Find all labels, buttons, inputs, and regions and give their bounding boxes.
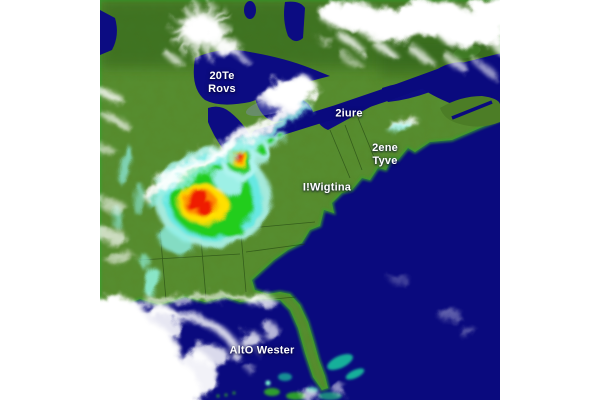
map-label-northeast: 2iure [335,108,362,121]
map-label-text: I!Wigtina [302,181,352,194]
map-label-text: 2ene [372,142,398,154]
map-label-virginia: I!Wigtina [303,182,351,195]
map-label-text: 2iure [335,107,363,120]
map-label-text: Tyve [372,155,398,167]
map-label-coastal-zone: 2ene Tyve [372,142,398,168]
clouds [100,0,500,400]
map-label-text: AltO Wester [229,344,295,357]
satellite-weather-map: 20Te Rovs 2iure 2ene Tyve I!Wigtina AltO… [100,0,500,400]
map-label-text: 20Te [209,70,235,82]
map-label-florida: AltO Wester [230,345,295,358]
map-label-lakes-region: 20Te Rovs [208,70,236,96]
map-graphic [100,0,500,400]
map-label-text: Rovs [208,83,236,95]
